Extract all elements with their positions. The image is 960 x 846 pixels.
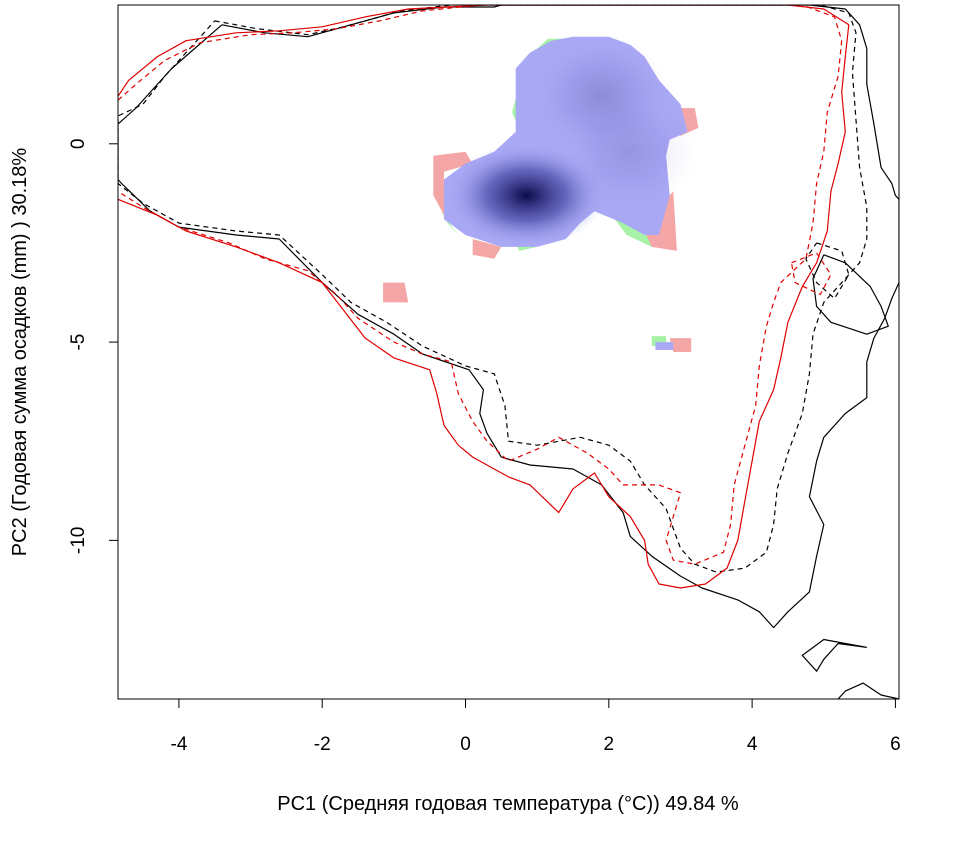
y-tick-label: -10: [68, 527, 89, 554]
contour-line: [805, 242, 850, 300]
x-tick-label: 2: [604, 734, 615, 755]
x-tick-label: -4: [170, 734, 187, 755]
contour-line: [118, 5, 868, 573]
y-tick-label: 0: [68, 139, 89, 150]
red-only-region: [383, 282, 409, 303]
x-tick-label: 0: [460, 734, 471, 755]
x-tick-label: 6: [890, 734, 901, 755]
x-tick-label: -2: [314, 734, 331, 755]
red-only-region: [472, 239, 502, 259]
x-tick-label: 4: [747, 734, 758, 755]
contour-line: [837, 682, 899, 699]
contour-line: [801, 638, 867, 672]
x-axis: -4 -2 0 2 4 6: [170, 698, 901, 755]
y-tick-label: -5: [68, 334, 89, 351]
density-fill-layer: [383, 36, 701, 352]
y-axis-title: PC2 (Годовая сумма осадков (mm) ) 30.18%: [9, 148, 31, 557]
contour-line: [790, 252, 832, 296]
green-only-region: [440, 211, 459, 235]
x-axis-title: PC1 (Средняя годовая температура (°C)) 4…: [277, 793, 739, 815]
red-only-region: [433, 151, 473, 216]
overlap-region: [655, 342, 674, 350]
contour-line: [118, 5, 843, 565]
density-peak: [560, 91, 701, 212]
contour-line: [812, 254, 889, 335]
contour-line: [118, 5, 850, 589]
contour-line: [118, 5, 899, 629]
contour-layer: [118, 5, 899, 699]
y-axis: 0 -5 -10: [68, 139, 119, 554]
red-only-region: [669, 338, 692, 352]
